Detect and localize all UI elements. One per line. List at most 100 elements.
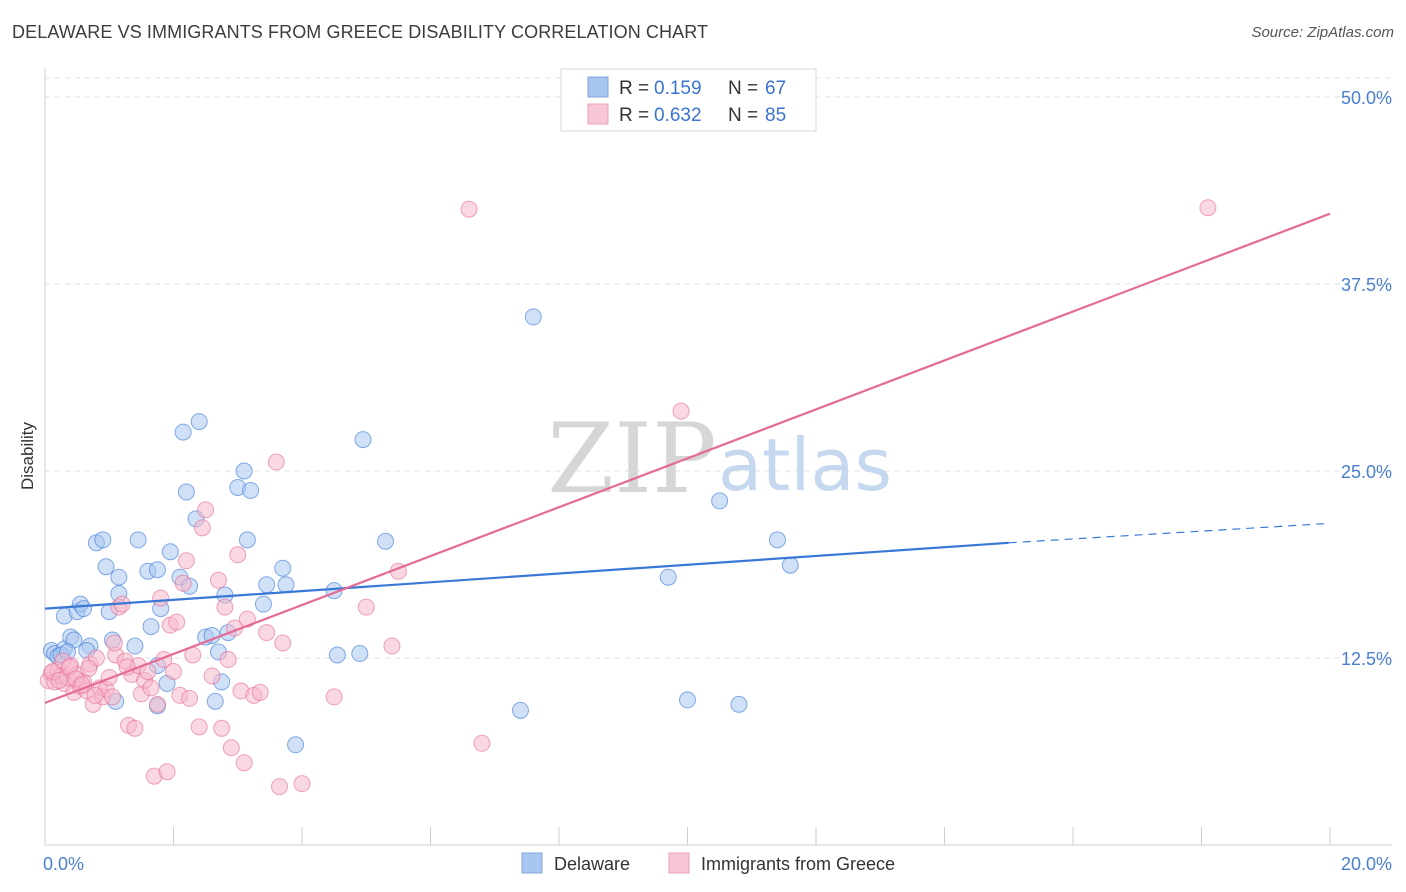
data-point [177, 552, 195, 570]
data-point [142, 618, 160, 636]
data-point [511, 701, 529, 719]
y-tick-label: 50.0% [1341, 88, 1392, 108]
y-tick-label: 37.5% [1341, 275, 1392, 295]
gridlines [45, 77, 1392, 659]
data-point [274, 559, 292, 577]
data-point [730, 695, 748, 713]
legend-r-label-1: R = [619, 78, 649, 99]
data-point [219, 650, 237, 668]
legend-r-value-delaware: 0.159 [654, 78, 702, 99]
tick-labels: 12.5% 25.0% 37.5% 50.0% 0.0% 20.0% [43, 88, 1392, 874]
data-point [242, 481, 260, 499]
bottom-legend-swatch-greece [668, 852, 690, 874]
data-point [94, 531, 112, 549]
data-point [213, 719, 231, 737]
trend-line-delaware [44, 541, 1009, 610]
data-point [325, 688, 343, 706]
data-point [126, 637, 144, 655]
y-tick-label: 12.5% [1341, 649, 1392, 669]
y-tick-label: 25.0% [1341, 462, 1392, 482]
data-point [254, 595, 272, 613]
series-greece [39, 199, 1217, 796]
bottom-legend-delaware: Delaware [554, 854, 630, 874]
series-delaware [42, 308, 799, 754]
data-point [328, 646, 346, 664]
data-point [271, 778, 289, 796]
legend-swatch-delaware [587, 76, 609, 98]
data-point [781, 556, 799, 574]
data-point [193, 519, 211, 537]
data-point [1199, 199, 1217, 217]
data-point [110, 568, 128, 586]
data-point [148, 695, 166, 713]
data-point [177, 483, 195, 501]
data-point [105, 634, 123, 652]
legend-n-label-1: N = [728, 78, 758, 99]
data-point [126, 719, 144, 737]
chart-title: DELAWARE VS IMMIGRANTS FROM GREECE DISAB… [12, 22, 709, 42]
data-point [235, 462, 253, 480]
data-point [293, 775, 311, 793]
data-point [287, 736, 305, 754]
data-point [206, 692, 224, 710]
x-tick-label-min: 0.0% [43, 854, 84, 874]
trend-lines [44, 212, 1331, 704]
x-tick-label-max: 20.0% [1341, 854, 1392, 874]
data-point [174, 423, 192, 441]
data-point [258, 624, 276, 642]
data-point [152, 589, 170, 607]
data-point [190, 413, 208, 431]
legend-n-value-greece: 85 [765, 105, 786, 126]
data-point [351, 645, 369, 663]
data-point [197, 501, 215, 519]
legend-swatch-greece [587, 103, 609, 125]
watermark-atlas: atlas [718, 423, 892, 507]
legend-r-label-2: R = [619, 105, 649, 126]
legend-n-value-delaware: 67 [765, 78, 786, 99]
data-point [711, 492, 729, 510]
data-point [168, 613, 186, 631]
data-point [165, 662, 182, 680]
data-point [251, 683, 269, 701]
data-point [229, 546, 247, 564]
data-point [142, 679, 160, 697]
data-point [354, 431, 372, 449]
data-point [148, 561, 166, 579]
bottom-legend: Delaware Immigrants from Greece [521, 852, 895, 874]
data-point [50, 671, 68, 689]
data-point [161, 543, 179, 561]
bottom-legend-greece: Immigrants from Greece [701, 854, 895, 874]
data-point [235, 754, 253, 772]
data-point [75, 600, 93, 618]
data-point [377, 532, 395, 550]
trend-line-extension [1008, 522, 1331, 544]
watermark-zip: ZIP [547, 403, 716, 515]
data-point [768, 531, 786, 549]
legend: R = 0.159 N = 67 R = 0.632 N = 85 [560, 68, 817, 132]
data-point [238, 531, 256, 549]
data-point [258, 576, 276, 594]
data-point [659, 568, 677, 586]
data-point [129, 531, 147, 549]
data-point [274, 634, 292, 652]
axes [44, 68, 1392, 846]
data-point [209, 571, 227, 589]
data-point [86, 686, 104, 704]
trend-line-greece [44, 212, 1331, 704]
data-point [174, 574, 192, 592]
bottom-legend-swatch-delaware [521, 852, 543, 874]
data-point [383, 637, 401, 655]
data-point [267, 453, 285, 471]
data-point [158, 763, 176, 781]
data-point [473, 734, 491, 752]
data-point [277, 576, 295, 594]
y-axis-label: Disability [18, 421, 37, 490]
data-point [672, 402, 690, 420]
data-point [460, 200, 478, 218]
source-label: Source: ZipAtlas.com [1251, 24, 1394, 41]
data-point [524, 308, 542, 326]
data-point [203, 667, 221, 685]
data-point [103, 688, 121, 706]
data-point [181, 689, 199, 707]
